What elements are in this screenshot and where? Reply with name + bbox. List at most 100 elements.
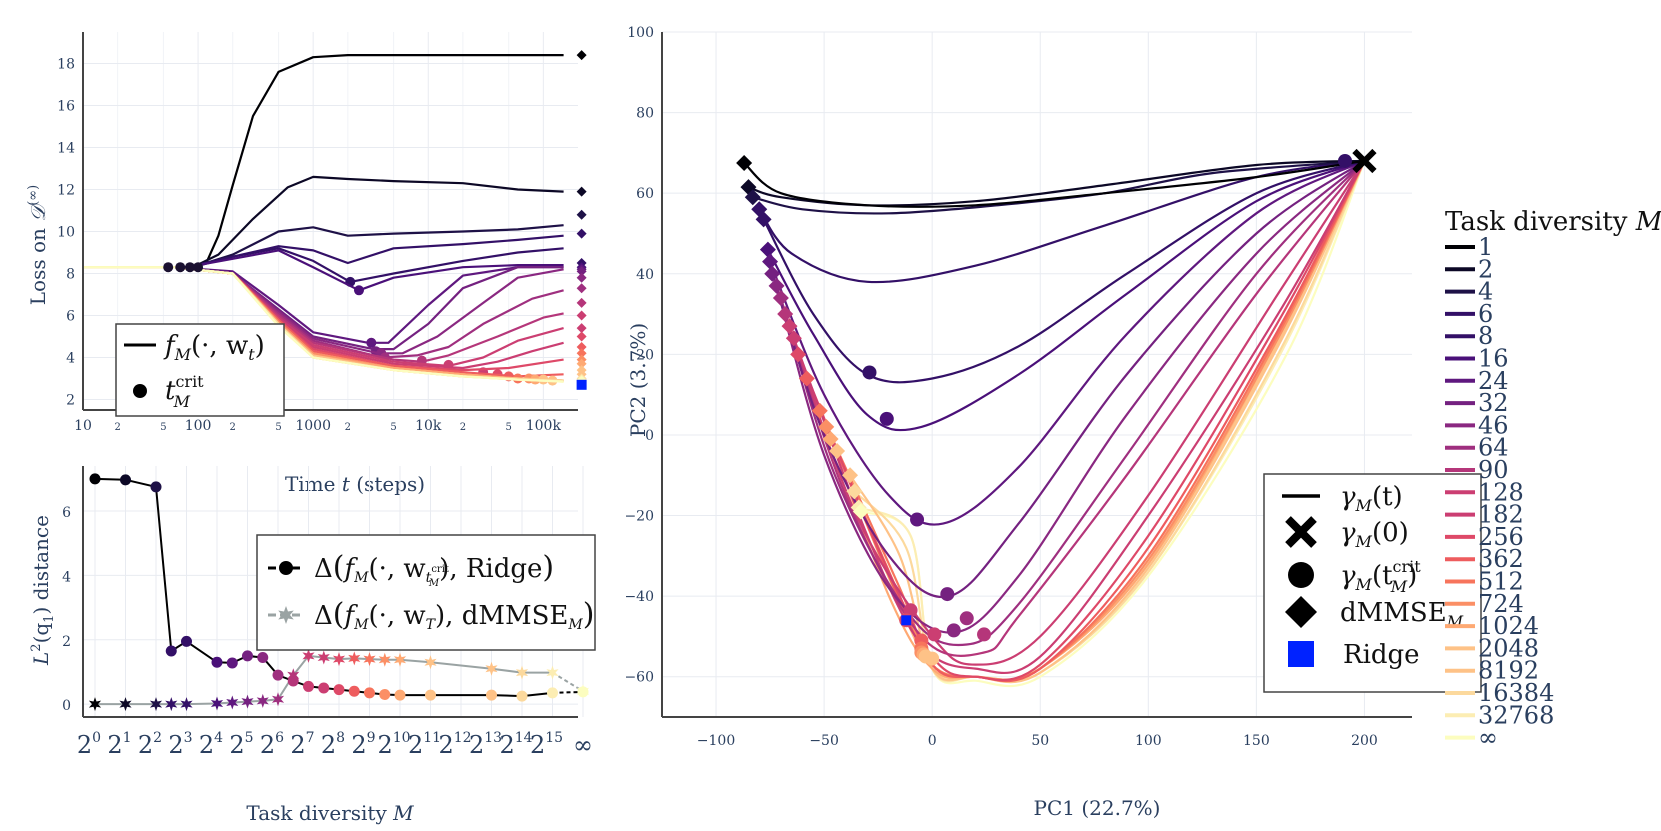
loss-legend-marker-label: tcrit M (165, 372, 204, 411)
pca-ticks: −100 −50 0 50 100 150 200 −60 −40 −20 0 20 40 60 80 100 (624, 25, 1377, 749)
pca-dmmse-marker-4 (744, 189, 761, 206)
colorbar-label-16: 16 (1478, 345, 1509, 373)
pca-trajectory-2 (748, 159, 1365, 207)
pca-dmmse-marker-1 (736, 154, 753, 171)
loss-ytick-label: 8 (66, 267, 75, 283)
dmmse-distance-point (302, 648, 315, 663)
pca-xtick-label: 150 (1243, 733, 1270, 749)
pca-trajectories (736, 148, 1377, 688)
pca-trajectory-8 (762, 159, 1365, 384)
pca-legend-dmmse-swatch (1285, 596, 1317, 628)
pca-crit-marker-6 (1337, 153, 1352, 168)
pca-dmmse-marker-1024 (822, 430, 839, 447)
colorbar-label-16384: 16384 (1478, 679, 1554, 707)
colorbar-label-182: 182 (1478, 501, 1524, 529)
colorbar-label-90: 90 (1478, 456, 1509, 484)
loss-tcrit-marker-24 (366, 337, 377, 348)
pca-trajectory-24 (769, 159, 1365, 526)
loss-dmmse-marker-32 (576, 266, 587, 277)
loss-xtick-label: 10 (74, 418, 92, 434)
pca-dmmse-marker-64 (772, 289, 789, 306)
colorbar-label-8: 8 (1478, 322, 1493, 350)
loss-tcrit-marker-16 (353, 285, 364, 296)
ridge-distance-point (181, 635, 192, 647)
distance-xtick-label: 212 (438, 730, 471, 759)
loss-xtick-label: 100k (526, 418, 562, 434)
distance-xtick-label: 27 (290, 730, 314, 759)
ridge-distance-line-tail (552, 690, 584, 694)
pca-dmmse-marker-16 (759, 241, 776, 258)
ridge-distance-point (394, 689, 406, 701)
pca-xtick-label: 200 (1351, 733, 1378, 749)
loss-dmmse-marker-128 (576, 310, 587, 321)
distance-ytick-label: 0 (62, 698, 71, 714)
ridge-distance-point (211, 656, 223, 668)
ridge-distance-point (577, 686, 589, 698)
pca-crit-marker-8192 (925, 651, 940, 666)
loss-dmmse-marker-6 (576, 228, 587, 239)
loss-dmmse-marker-90 (576, 297, 587, 308)
dmmse-distance-point (348, 651, 361, 666)
colorbar-label-64: 64 (1478, 434, 1509, 462)
pca-ytick-label: −20 (624, 509, 654, 525)
distance-xtick-label: 215 (530, 730, 563, 759)
pca-dmmse-marker-46 (768, 277, 785, 294)
ridge-distance-line (94, 477, 553, 698)
loss-dmmse-marker-1024 (576, 358, 587, 369)
dmmse-distance-point (424, 655, 437, 670)
ridge-distance-point (89, 473, 101, 485)
distance-xtick-label: 211 (408, 730, 441, 759)
pca-ytick-label: 80 (636, 106, 654, 122)
dmmse-distance-point (393, 652, 407, 667)
dmmse-distance-point (515, 665, 529, 680)
loss-xtick-label: 2 (345, 422, 351, 433)
pca-ytick-label: −60 (624, 670, 654, 686)
pca-crit-marker-16 (879, 411, 894, 426)
ridge-distance-point (348, 685, 360, 697)
pca-trajectory-46 (775, 160, 1366, 634)
distance-legend: Δ(fM(·, wtcrit M), Ridge) Δ(fM(·, wT), dM… (256, 534, 596, 651)
loss-xtick-label: 2 (114, 422, 120, 433)
pca-crit-marker-90 (977, 627, 992, 642)
colorbar-label-128: 128 (1478, 478, 1524, 506)
distance-legend-dmmse-label: Δ(fM(·, wT), dMMSEM) (314, 597, 594, 633)
colorbar-label-24: 24 (1478, 367, 1509, 395)
pca-dmmse-marker-724 (818, 418, 835, 435)
pca-xtick-label: −50 (809, 733, 839, 749)
pca-trajectory-8192 (849, 160, 1366, 684)
pca-crit-marker-24 (910, 512, 925, 527)
distance-ytick-label: 2 (62, 634, 71, 650)
pca-trajectory-4 (752, 159, 1365, 215)
distance-xtick-label: 210 (377, 730, 410, 759)
distance-xtick-label: 28 (321, 730, 345, 759)
pca-ytick-label: 0 (645, 428, 654, 444)
loss-xtick-label: 100 (185, 418, 212, 434)
dmmse-distance-point (88, 697, 102, 712)
loss-dmmse-marker-512 (576, 348, 587, 359)
colorbar-label-46: 46 (1478, 411, 1509, 439)
distance-xtick-label: 25 (229, 730, 253, 759)
loss-dmmse-marker-362 (576, 342, 587, 352)
loss-ytick-label: 2 (66, 393, 75, 409)
loss-series (83, 50, 587, 390)
loss-ytick-label: 14 (57, 141, 75, 157)
pca-dmmse-marker-16384 (846, 483, 863, 500)
distance-ylabel: L2(q1) distance (29, 515, 57, 666)
distance-legend-box (256, 534, 596, 651)
distance-ytick-label: 6 (62, 505, 71, 521)
pca-dmmse-marker-8 (755, 211, 772, 228)
colorbar-label-256: 256 (1478, 523, 1524, 551)
ridge-distance-point (425, 689, 436, 701)
pca-dmmse-marker-182 (785, 330, 802, 347)
pca-legend: γM(t) γM(0) γM(tcrit M) dMMSEM Ridge (1263, 473, 1482, 693)
loss-ytick-label: 4 (66, 351, 75, 367)
loss-ytick-label: 18 (57, 57, 75, 73)
ridge-distance-point (257, 651, 269, 663)
pca-ytick-label: 20 (636, 347, 654, 363)
distance-xtick-inf-label: ∞ (573, 731, 593, 759)
pca-trajectory-128 (788, 160, 1366, 666)
pca-dmmse-marker-90 (777, 306, 794, 323)
loss-xtick-label: 1000 (295, 418, 331, 434)
distance-xtick-label: 22 (138, 730, 162, 759)
